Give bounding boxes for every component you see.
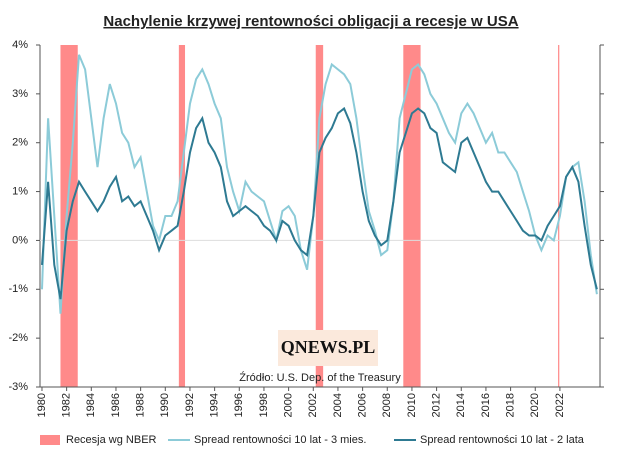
- x-tick-label: 1992: [184, 393, 196, 417]
- x-tick-label: 2014: [455, 393, 467, 417]
- y-tick-label: 3%: [12, 88, 28, 100]
- x-tick-label: 2020: [529, 393, 541, 417]
- x-tick-label: 1994: [209, 393, 221, 417]
- x-tick-label: 2016: [480, 393, 492, 417]
- x-tick-label: 1990: [159, 393, 171, 417]
- x-tick-label: 2006: [357, 393, 369, 417]
- x-tick-label: 1996: [233, 393, 245, 417]
- series-line: [41, 106, 598, 300]
- y-tick-label: 2%: [12, 137, 28, 149]
- x-tick-label: 1984: [85, 393, 97, 417]
- x-tick-label: 2004: [332, 393, 344, 417]
- x-tick-label: 2002: [307, 393, 319, 417]
- legend-label: Spread rentowności 10 lat - 3 mies.: [194, 434, 366, 446]
- recession-band: [178, 45, 186, 387]
- x-tick-label: 1982: [61, 393, 73, 417]
- source: Źródło: U.S. Dep. of the Treasury: [239, 371, 401, 384]
- x-tick-label: 1986: [110, 393, 122, 417]
- x-tick-label: 1988: [135, 393, 147, 417]
- x-tick-label: 1998: [258, 393, 270, 417]
- x-tick-label: 2012: [431, 393, 443, 417]
- recession-band: [403, 45, 421, 387]
- x-tick-label: 1980: [36, 393, 48, 417]
- series-line: [41, 54, 598, 314]
- legend-label: Recesja wg NBER: [66, 434, 157, 446]
- y-tick-label: 4%: [12, 39, 28, 51]
- y-tick-label: 1%: [12, 185, 28, 197]
- x-tick-label: 2000: [283, 393, 295, 417]
- y-tick-label: -1%: [8, 283, 28, 295]
- y-tick-label: -2%: [8, 332, 28, 344]
- recession-band: [315, 45, 324, 387]
- y-tick-label: -3%: [8, 381, 28, 393]
- legend-swatch: [40, 435, 60, 445]
- x-tick-label: 2008: [381, 393, 393, 417]
- watermark: QNEWS.PL: [281, 337, 376, 357]
- watermark-box: [278, 330, 378, 366]
- x-tick-label: 2010: [406, 393, 418, 417]
- recession-band: [558, 45, 560, 387]
- x-tick-label: 2022: [554, 393, 566, 417]
- legend-label: Spread rentowności 10 lat - 2 lata: [420, 434, 585, 446]
- chart-title: Nachylenie krzywej rentowności obligacji…: [103, 13, 518, 30]
- x-tick-label: 2018: [504, 393, 516, 417]
- y-tick-label: 0%: [12, 234, 28, 246]
